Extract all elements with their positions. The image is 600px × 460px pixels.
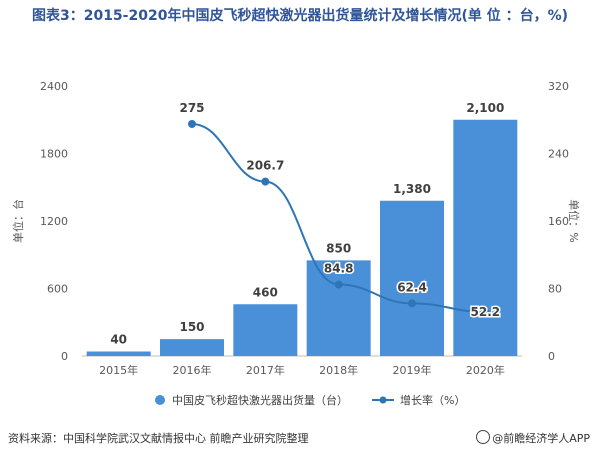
legend-bar-label: 中国皮飞秒超快激光器出货量（台） — [172, 393, 348, 407]
y-right-tick-label: 160 — [548, 215, 569, 228]
y-right-tick-label: 0 — [548, 350, 555, 363]
y-right-tick-label: 240 — [548, 148, 569, 161]
y-left-tick-label: 600 — [47, 283, 68, 296]
x-tick-label: 2017年 — [246, 363, 285, 377]
y-left-tick-label: 1200 — [40, 215, 68, 228]
bar-data-label: 460 — [253, 285, 278, 299]
bar — [86, 351, 151, 356]
bar — [453, 119, 518, 356]
legend-line-label: 增长率（%） — [400, 393, 465, 407]
y-right-axis-title: 单位：% — [567, 199, 581, 242]
brand-text: @前瞻经济学人APP — [492, 432, 590, 445]
y-left-tick-label: 0 — [61, 350, 68, 363]
growth-data-label: 275 — [179, 101, 204, 115]
chart-canvas: 0 600 1200 1800 2400 0 80 160 240 320 单位：台 单位：% 2015… — [11, 80, 581, 407]
y-left-tick-label: 2400 — [40, 80, 68, 93]
brand-note: @前瞻经济学人APP — [476, 430, 590, 446]
growth-point — [334, 280, 343, 289]
bar — [233, 304, 298, 356]
bar-data-label: 850 — [326, 241, 351, 255]
y-left-axis-title: 单位：台 — [11, 199, 25, 243]
source-note: 资料来源：中国科学院武汉文献情报中心 前瞻产业研究院整理 — [8, 432, 309, 445]
x-tick-label: 2018年 — [319, 363, 358, 377]
y-right-tick-label: 320 — [548, 80, 569, 93]
bar-data-label: 1,380 — [393, 182, 431, 196]
growth-data-label: 62.4 — [397, 280, 427, 294]
growth-data-label: 84.8 — [324, 261, 354, 275]
bar — [160, 339, 224, 356]
x-tick-label: 2019年 — [393, 363, 432, 377]
brand-logo-icon — [476, 430, 491, 444]
growth-point — [188, 119, 196, 128]
growth-data-label: 52.2 — [471, 305, 501, 319]
y-left-tick-label: 1800 — [40, 148, 68, 161]
growth-point — [261, 177, 270, 186]
bar-data-label: 150 — [179, 320, 204, 334]
bar-data-label: 40 — [110, 333, 127, 347]
bar-data-label: 2,100 — [466, 101, 504, 115]
growth-point — [408, 299, 416, 308]
growth-line — [191, 122, 486, 313]
chart-title: 图表3：2015-2020年中国皮飞秒超快激光器出货量统计及增长情况(单 位 ：… — [31, 8, 569, 24]
bar — [380, 200, 444, 356]
legend-bar-marker-icon — [155, 395, 165, 405]
legend-line-dot-icon — [379, 396, 387, 404]
x-tick-label: 2015年 — [99, 363, 138, 377]
growth-data-label: 206.7 — [246, 159, 284, 173]
y-right-tick-label: 80 — [548, 283, 562, 296]
growth-point — [481, 307, 490, 316]
x-tick-label: 2020年 — [466, 363, 505, 377]
bar — [306, 260, 371, 356]
x-tick-label: 2016年 — [173, 363, 212, 377]
